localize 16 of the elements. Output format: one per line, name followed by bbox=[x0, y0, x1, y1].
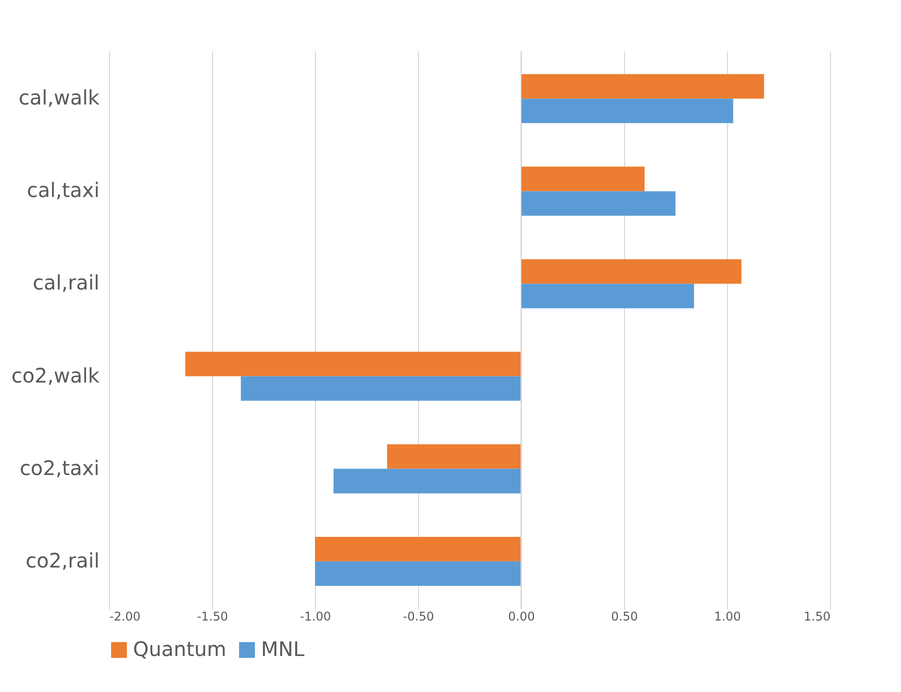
y-tick-label: cal,walk bbox=[18, 86, 100, 110]
x-tick-label: 1.00 bbox=[714, 610, 741, 624]
x-tick-label: -1.00 bbox=[300, 610, 332, 624]
y-tick-label: co2,walk bbox=[11, 363, 100, 388]
x-tick-label: 1.50 bbox=[804, 610, 830, 624]
x-tick-label: 0.50 bbox=[611, 610, 638, 624]
y-tick-label: co2,rail bbox=[26, 548, 100, 572]
x-tick-label: -1.50 bbox=[196, 610, 228, 624]
x-tick-label: 0.00 bbox=[508, 610, 535, 624]
y-tick-label: co2,taxi bbox=[20, 456, 100, 480]
y-tick-label: cal,taxi bbox=[26, 178, 100, 202]
x-tick-label: -0.50 bbox=[402, 610, 434, 624]
legend-label: Quantum bbox=[133, 637, 226, 661]
legend-label: MNL bbox=[261, 637, 306, 661]
x-tick-label: -2.00 bbox=[110, 610, 141, 624]
y-tick-label: cal,rail bbox=[32, 270, 100, 295]
